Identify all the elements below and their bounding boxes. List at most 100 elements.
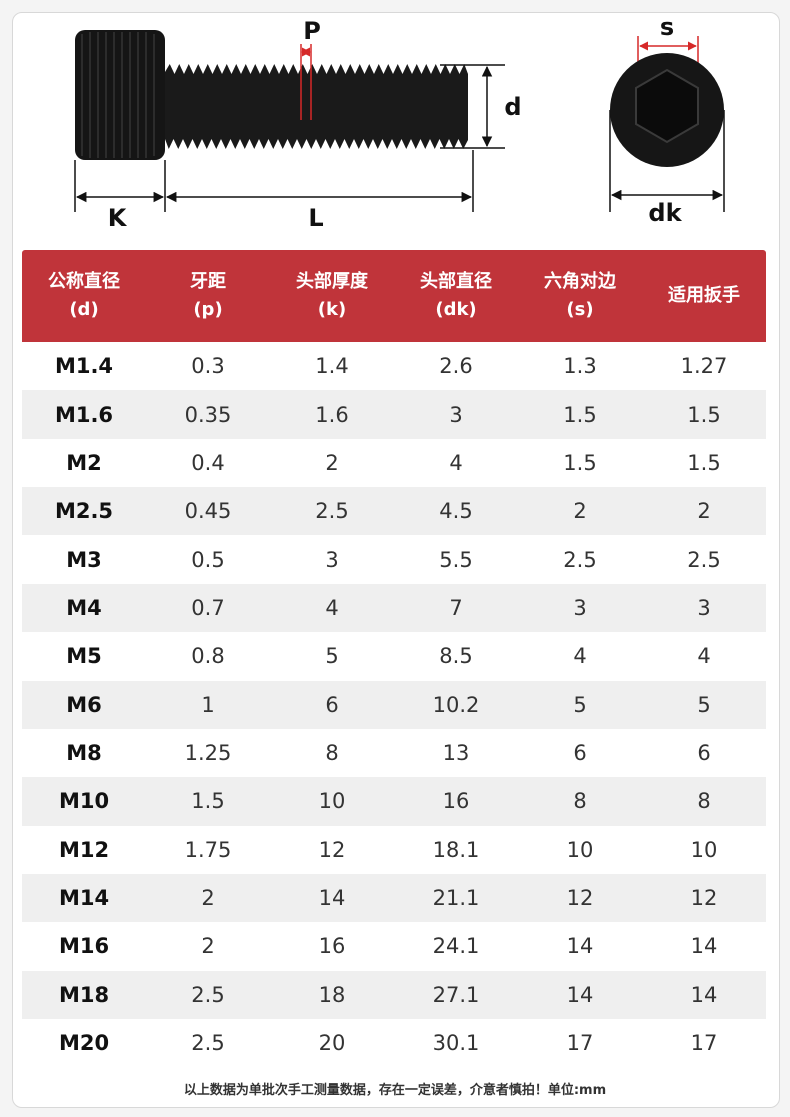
header-name: 适用扳手 <box>668 285 740 306</box>
table-row: M18 2.5 18 27.1 14 14 <box>22 970 766 1020</box>
value-cell: 2 <box>697 499 711 524</box>
header-symbol: (d) <box>69 299 99 320</box>
value-cell: 1.5 <box>191 789 225 814</box>
value-cell: 12 <box>318 837 346 862</box>
screw-diagram: P d K L s dk <box>74 13 725 232</box>
value-cell: 14 <box>318 886 346 911</box>
value-cell: 1.27 <box>680 354 728 379</box>
value-cell: 0.8 <box>191 644 225 669</box>
value-cell: 3 <box>325 547 339 572</box>
value-cell: 12 <box>690 886 718 911</box>
value-cell: 0.45 <box>184 499 232 524</box>
value-cell: 2 <box>573 499 587 524</box>
value-cell: 4 <box>325 595 339 620</box>
value-cell: 6 <box>697 741 711 766</box>
value-cell: 2.5 <box>191 1031 225 1056</box>
value-cell: 5 <box>325 644 339 669</box>
table-row: M5 0.8 5 8.5 4 4 <box>22 632 766 680</box>
header-name: 六角对边 <box>544 271 616 292</box>
table-row: M2.5 0.45 2.5 4.5 2 2 <box>22 487 766 536</box>
value-cell: 4 <box>573 644 587 669</box>
size-cell: M4 <box>66 595 102 620</box>
value-cell: 0.5 <box>191 547 225 572</box>
value-cell: 18 <box>318 982 346 1007</box>
value-cell: 8 <box>325 741 339 766</box>
value-cell: 3 <box>573 595 587 620</box>
value-cell: 3 <box>697 595 711 620</box>
value-cell: 2 <box>201 934 215 959</box>
value-cell: 1.5 <box>687 402 721 427</box>
value-cell: 4 <box>449 450 463 475</box>
value-cell: 1.75 <box>184 837 232 862</box>
value-cell: 10 <box>318 789 346 814</box>
footer-note: 以上数据为单批次手工测量数据，存在一定误差，介意者慎拍！单位:mm <box>183 1083 607 1098</box>
table-header: 公称直径 (d) 牙距 (p) 头部厚度 (k) 头部直径 (dk) 六角对边 (s) 适用扳手 <box>22 250 766 342</box>
size-cell: M14 <box>58 886 110 911</box>
knurl <box>81 32 155 158</box>
value-cell: 10.2 <box>432 692 480 717</box>
table-row: M1.6 0.35 1.6 3 1.5 1.5 <box>22 390 766 439</box>
label-dk: dk <box>648 199 682 227</box>
table-row: M16 2 16 24.1 14 14 <box>22 922 766 970</box>
size-cell: M10 <box>58 789 110 814</box>
value-cell: 4.5 <box>439 499 473 524</box>
size-cell: M3 <box>66 547 102 572</box>
label-k: K <box>108 204 128 232</box>
value-cell: 6 <box>325 692 339 717</box>
size-cell: M1.4 <box>54 354 114 379</box>
value-cell: 1 <box>201 692 215 717</box>
value-cell: 17 <box>690 1031 718 1056</box>
size-cell: M8 <box>66 741 102 766</box>
value-cell: 5.5 <box>439 547 473 572</box>
size-cell: M1.6 <box>54 402 114 427</box>
header-cell: 适用扳手 <box>642 250 766 342</box>
value-cell: 2 <box>325 450 339 475</box>
header-cell: 六角对边 (s) <box>518 250 642 342</box>
value-cell: 12 <box>566 886 594 911</box>
value-cell: 1.5 <box>563 450 597 475</box>
table-row: M3 0.5 3 5.5 2.5 2.5 <box>22 535 766 583</box>
value-cell: 17 <box>566 1031 594 1056</box>
hex-socket <box>635 68 699 144</box>
table-row: M2 0.4 2 4 1.5 1.5 <box>22 439 766 487</box>
table-row: M14 2 14 21.1 12 12 <box>22 873 766 923</box>
size-cell: M2 <box>66 450 102 475</box>
value-cell: 30.1 <box>432 1031 480 1056</box>
value-cell: 0.7 <box>191 595 225 620</box>
label-s: s <box>660 13 674 41</box>
header-name: 牙距 <box>190 271 226 292</box>
size-cell: M2.5 <box>54 499 114 524</box>
value-cell: 2.5 <box>315 499 349 524</box>
value-cell: 2.6 <box>439 354 473 379</box>
value-cell: 1.25 <box>184 741 232 766</box>
value-cell: 7 <box>449 595 463 620</box>
value-cell: 2 <box>201 886 215 911</box>
label-l: L <box>308 204 323 232</box>
label-d: d <box>504 93 521 121</box>
screw-head <box>75 30 165 160</box>
value-cell: 1.5 <box>687 450 721 475</box>
header-symbol: (s) <box>566 299 594 320</box>
header-symbol: (k) <box>317 299 347 320</box>
value-cell: 27.1 <box>432 982 480 1007</box>
value-cell: 5 <box>573 692 587 717</box>
value-cell: 13 <box>442 741 470 766</box>
table-row: M1.4 0.3 1.4 2.6 1.3 1.27 <box>22 342 766 390</box>
value-cell: 8.5 <box>439 644 473 669</box>
value-cell: 21.1 <box>432 886 480 911</box>
table-row: M8 1.25 8 13 6 6 <box>22 729 766 777</box>
size-cell: M16 <box>58 934 110 959</box>
header-symbol: (p) <box>193 299 223 320</box>
value-cell: 16 <box>442 789 470 814</box>
value-cell: 4 <box>697 644 711 669</box>
header-cell: 头部厚度 (k) <box>270 250 394 342</box>
value-cell: 2.5 <box>687 547 721 572</box>
value-cell: 3 <box>449 402 463 427</box>
value-cell: 2.5 <box>191 982 225 1007</box>
value-cell: 8 <box>573 789 587 814</box>
table-row: M20 2.5 20 30.1 17 17 <box>22 1019 766 1067</box>
value-cell: 1.6 <box>315 402 349 427</box>
header-name: 头部厚度 <box>296 271 368 292</box>
header-cell: 头部直径 (dk) <box>394 250 518 342</box>
size-cell: M12 <box>58 837 110 862</box>
